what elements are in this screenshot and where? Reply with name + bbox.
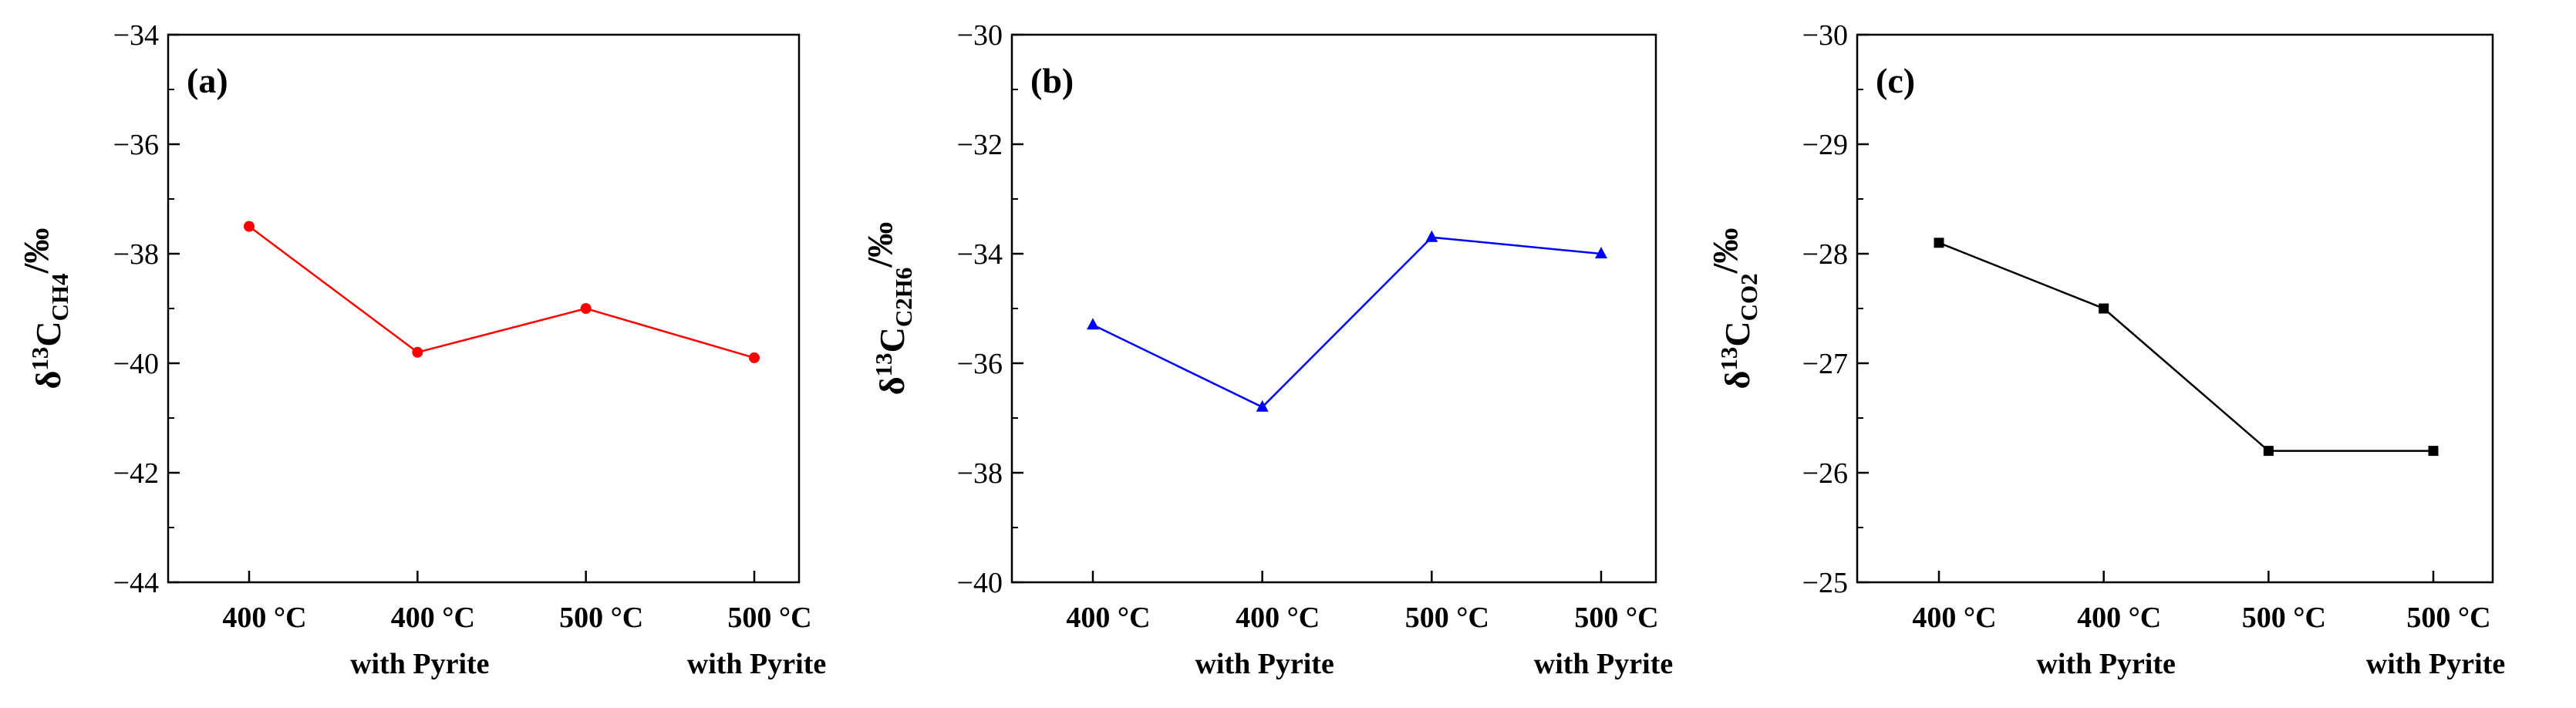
x-tick-label: 400 °C (1236, 602, 1320, 634)
y-tick-label: −42 (113, 457, 159, 490)
data-point (1595, 247, 1607, 258)
x-tick-label: 400 °C (222, 602, 306, 634)
y-axis-title-part: 13 (1715, 347, 1742, 371)
data-point (1425, 230, 1438, 242)
y-axis-title-part: δ (1718, 371, 1757, 389)
y-axis-title-part: C2H6 (890, 268, 917, 328)
x-tick-label: 500 °C (1405, 602, 1489, 634)
panel-label: (b) (1030, 61, 1074, 100)
y-tick-label: −36 (957, 348, 1003, 380)
y-axis-title-part: /‰ (860, 222, 899, 268)
y-tick-label: −38 (113, 238, 159, 271)
data-point (1087, 318, 1099, 330)
x-tick-label-line2: with Pyrite (2036, 648, 2175, 680)
x-tick-label: 500 °C (2406, 602, 2490, 634)
y-tick-label: −40 (957, 567, 1003, 599)
y-tick-label: −27 (1802, 348, 1848, 380)
y-axis-title-part: CO2 (1735, 273, 1762, 321)
data-point (580, 303, 592, 314)
x-tick-label: 500 °C (559, 602, 643, 634)
y-tick-label: −25 (1802, 567, 1848, 599)
y-axis-title-part: CH4 (46, 273, 73, 321)
panel-label: (a) (187, 61, 228, 100)
y-tick-label: −30 (957, 19, 1003, 52)
x-tick-label: 500 °C (727, 602, 811, 634)
y-axis-title: δ13CCH4/‰ (16, 228, 73, 389)
panel-label: (c) (1876, 61, 1915, 100)
x-tick-label-line2: with Pyrite (687, 648, 826, 680)
data-point (412, 346, 423, 358)
plot-frame (1010, 33, 1657, 584)
x-tick-label: 400 °C (1066, 602, 1150, 634)
y-tick-label: −29 (1802, 129, 1848, 161)
y-axis-title-part: δ (29, 371, 68, 389)
data-point (2099, 303, 2109, 314)
y-axis-title-part: 13 (26, 347, 53, 371)
y-tick-label: −44 (113, 567, 159, 599)
y-axis-title-part: 13 (870, 352, 897, 376)
y-axis-title-part: C (29, 321, 68, 346)
data-point (749, 352, 760, 363)
series-line (1092, 236, 1602, 409)
data-point (1256, 400, 1269, 412)
x-tick-label-line2: with Pyrite (350, 648, 489, 680)
y-tick-label: −40 (113, 348, 159, 380)
series-line (248, 225, 755, 359)
y-tick-label: −38 (957, 457, 1003, 490)
y-axis-title-part: C (872, 327, 912, 352)
y-tick-label: −28 (1802, 238, 1848, 271)
y-axis-title: δ13CCO2/‰ (1705, 228, 1762, 389)
x-tick-label: 500 °C (1574, 602, 1658, 634)
data-point (2428, 446, 2439, 457)
plot-frame (1856, 33, 2494, 584)
y-axis-title-part: C (1718, 321, 1757, 346)
y-tick-label: −34 (113, 19, 159, 52)
y-axis-title-part: /‰ (1705, 228, 1745, 275)
chart-panel-1: −44 −42 −40 −38 −36 −34 400 °C 400 °C with Pyrit… (16, 19, 826, 680)
plot-frame (167, 33, 801, 584)
x-tick-label-line2: with Pyrite (2366, 648, 2505, 680)
x-tick-label: 500 °C (2242, 602, 2326, 634)
x-tick-label: 400 °C (2077, 602, 2161, 634)
chart-panel-2: −40 −38 −36 −34 −32 −30 400 °C 400 °C with Pyrit… (860, 19, 1673, 680)
y-tick-label: −32 (957, 129, 1003, 161)
y-axis-title-part: δ (872, 376, 912, 395)
y-axis-title: δ13CC2H6/‰ (860, 222, 917, 395)
y-tick-label: −34 (957, 238, 1003, 271)
data-point (1934, 238, 1944, 248)
y-tick-label: −26 (1802, 457, 1848, 490)
x-tick-label: 400 °C (391, 602, 475, 634)
x-tick-label-line2: with Pyrite (1534, 648, 1673, 680)
y-tick-label: −30 (1802, 19, 1848, 52)
series-line (1938, 241, 2433, 452)
data-point (244, 221, 255, 232)
chart-panel-3: −25 −26 −27 −28 −29 −30 400 °C 400 °C with Pyrit… (1705, 19, 2505, 680)
x-tick-label-line2: with Pyrite (1195, 648, 1334, 680)
data-point (2263, 446, 2274, 457)
y-tick-label: −36 (113, 129, 159, 161)
y-axis-title-part: /‰ (16, 228, 56, 275)
x-tick-label: 400 °C (1912, 602, 1996, 634)
